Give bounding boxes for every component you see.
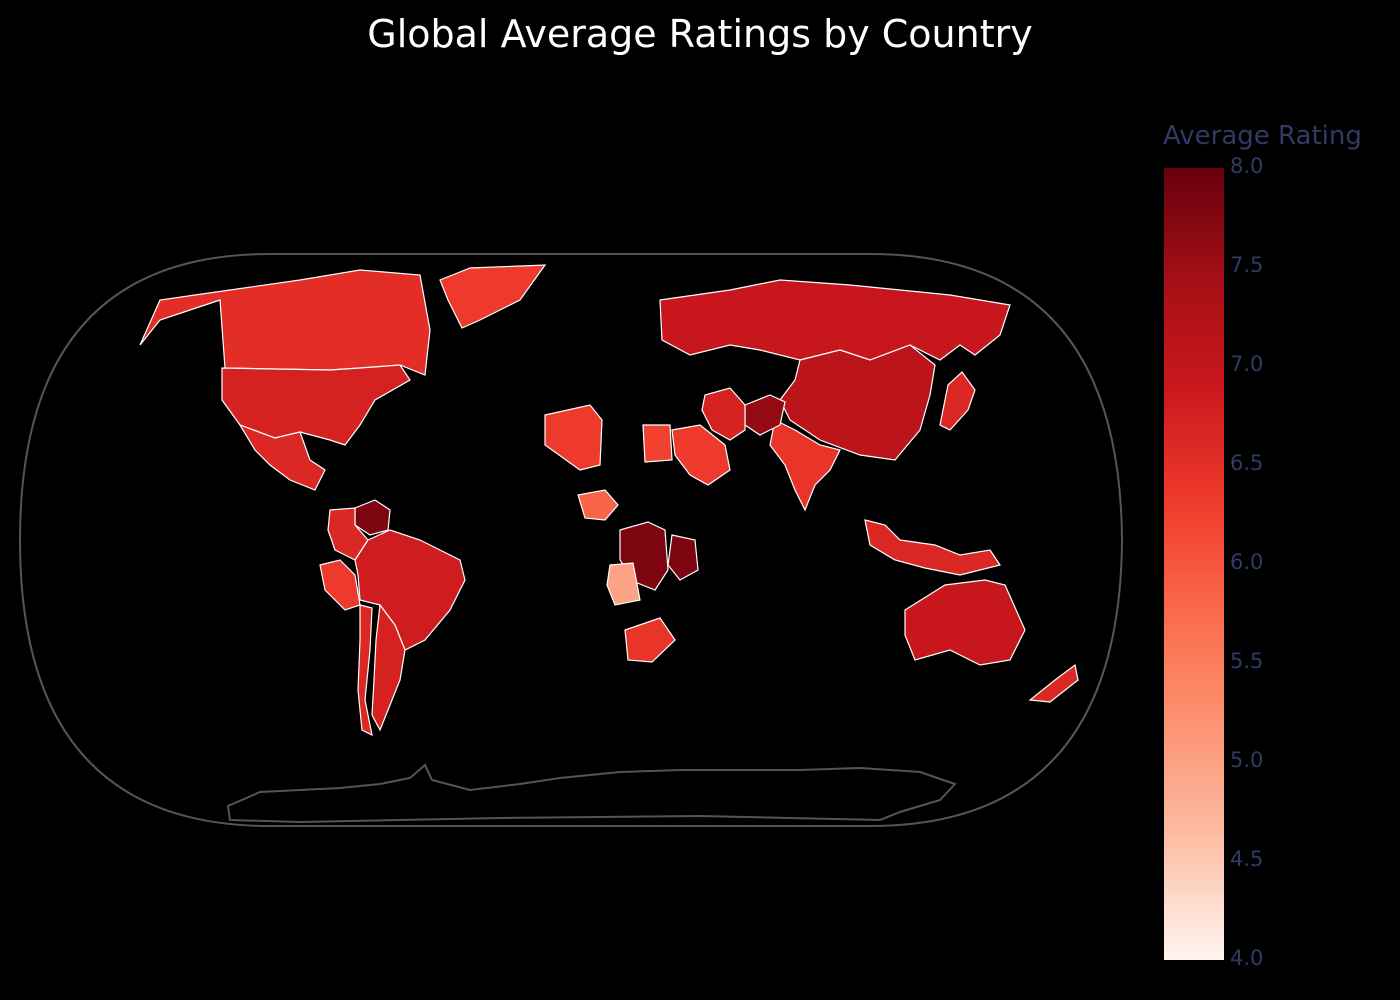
country-greenland (439, 264, 547, 329)
country-japan (939, 371, 976, 431)
country-tanzania (667, 534, 699, 581)
country-iran (701, 387, 746, 441)
country-angola (606, 562, 641, 606)
colorbar (1164, 168, 1224, 960)
colorbar-tick: 7.5 (1230, 253, 1264, 277)
colorbar-title: Average Rating (1163, 121, 1362, 151)
chart-title: Global Average Ratings by Country (367, 12, 1033, 56)
country-australia (904, 579, 1026, 666)
colorbar-tick: 5.0 (1230, 748, 1264, 772)
colorbar-tick: 5.5 (1230, 649, 1264, 673)
country-peru (319, 559, 361, 611)
country-russia (659, 279, 1011, 361)
country-brazil (354, 529, 466, 651)
country-venezuela (354, 499, 391, 536)
country-egypt (642, 424, 673, 463)
colorbar-tick: 4.5 (1230, 847, 1264, 871)
colorbar-tick: 7.0 (1230, 352, 1264, 376)
country-indonesia (864, 519, 1001, 576)
country-mexico (238, 423, 326, 491)
country-canada (139, 269, 431, 376)
antarctica (226, 763, 957, 824)
country-nigeria (577, 489, 619, 521)
country-new-zealand (1028, 663, 1079, 703)
country-south-africa (624, 617, 676, 663)
country-india (769, 419, 841, 512)
country-argentina (371, 603, 406, 732)
map-frame (18, 253, 1124, 827)
country-chile (357, 604, 373, 737)
colorbar-tick: 6.5 (1230, 451, 1264, 475)
colorbar-tick: 6.0 (1230, 550, 1264, 574)
colorbar-tick: 4.0 (1230, 946, 1264, 970)
colorbar-tick: 8.0 (1230, 154, 1264, 178)
country-saudi-arabia (671, 424, 731, 486)
country-algeria (544, 404, 603, 471)
